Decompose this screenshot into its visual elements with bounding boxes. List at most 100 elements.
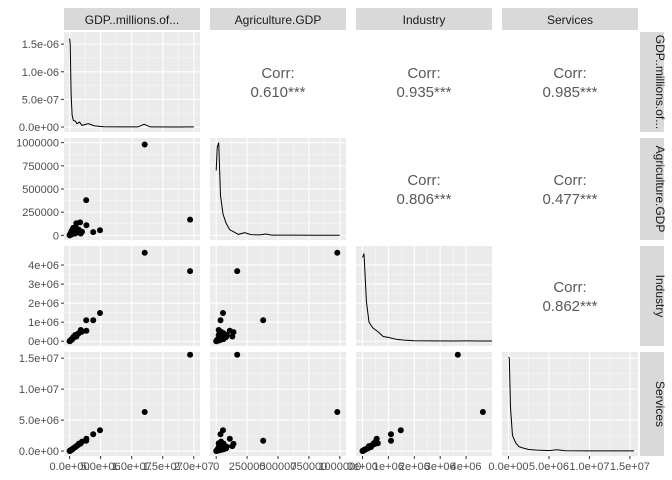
x-tick-label: 1.5e+07 [610,461,650,473]
scatter-point [260,317,267,324]
y-tick-label: 4e+06 [28,260,59,272]
y-tick-label: 0.0e+00 [19,122,59,134]
x-tick-label: 0.0e+00 [50,461,90,473]
x-tick-label: 3e+06 [425,461,456,473]
x-tick-label: 0 [213,461,219,473]
corr-panel [502,138,638,240]
corr-label: Corr: [407,65,440,82]
x-tick-label: 250000 [229,461,266,473]
x-tick-label: 1.0e+07 [112,461,152,473]
scatter-point [67,337,74,344]
corr-panel [502,246,638,346]
x-tick-label: 5.0e+06 [81,461,121,473]
scatter-point [215,447,221,454]
scatter-point [223,332,230,339]
scatter-point [187,268,194,275]
x-tick-label: 1000000 [318,461,361,473]
corr-panel [356,138,492,240]
y-tick-label: 2e+06 [28,298,59,310]
column-strip [210,8,346,30]
x-tick-label: 1e+06 [373,461,404,473]
scatter-point [374,440,381,447]
y-tick-label: 5.0e+06 [19,415,59,427]
corr-panel [356,32,492,132]
scatter-point [388,431,394,438]
column-strip-label: GDP..millions.of... [85,13,179,27]
scatter-point [141,249,148,256]
scatter-point [141,409,148,415]
y-tick-label: 1e+06 [28,317,59,329]
scatter-point [90,229,97,236]
scatter-point [397,427,404,434]
column-strip [502,8,638,30]
x-tick-label: 4e+06 [451,461,482,473]
density-line [362,253,492,342]
y-tick-label: 750000 [22,161,59,173]
scatter-point [83,317,90,324]
corr-label: Corr: [407,172,440,189]
scatter-point [97,227,103,234]
x-tick-label: 500000 [260,461,297,473]
row-strip-label: Industry [653,275,667,318]
scatter-point [223,443,230,450]
scatter-point [234,268,241,275]
scatter-point [83,197,90,204]
column-strip [64,8,200,30]
scatter-point [234,351,241,358]
row-strip-label: GDP..millions.of... [653,35,667,129]
scatter-point [479,409,486,415]
scatter-point [97,310,103,316]
scatter-point [141,141,148,148]
scatter-point [367,443,374,450]
scatter-point [83,435,90,442]
scatter-point [226,435,233,442]
column-strip [356,8,492,30]
scatter-point [215,337,221,344]
scatter-point [217,431,224,438]
corr-label: Corr: [261,65,294,82]
y-tick-label: 1.0e+07 [19,384,59,396]
corr-value: 0.985*** [542,84,597,101]
panel-background [356,246,492,346]
y-tick-label: 3e+06 [28,279,59,291]
scatter-point [334,249,341,256]
scatter-point [187,216,194,223]
y-tick-label: 1.5e+07 [19,353,59,365]
corr-panel [502,32,638,132]
y-tick-label: 0e+00 [28,336,59,348]
scatter-point [229,443,236,450]
corr-value: 0.862*** [542,298,597,315]
corr-value: 0.477*** [542,191,597,208]
x-tick-label: 2e+06 [399,461,430,473]
column-strip-label: Services [547,13,593,27]
row-strip-label: Agriculture.GDP [653,146,667,233]
scatter-point [187,351,194,358]
row-strip [640,138,664,240]
scatter-point [67,447,74,454]
scatter-point [72,224,79,231]
scatter-point [388,437,394,444]
y-tick-label: 0.0e+00 [19,446,59,458]
scatter-point [360,447,367,454]
scatter-point [72,443,79,450]
scatter-point [229,333,236,340]
y-tick-label: 0 [53,230,59,242]
scatter-point [72,332,79,339]
scatter-point [217,317,224,324]
scatter-point [83,222,90,229]
x-tick-label: 0.0e+00 [488,461,528,473]
y-tick-label: 1.0e-06 [22,67,59,79]
scatter-point [373,435,380,442]
scatter-point [83,327,90,334]
scatter-point [97,427,103,434]
y-tick-label: 1000000 [16,138,59,150]
corr-label: Corr: [553,279,586,296]
scatter-point [260,437,267,444]
x-tick-label: 1.0e+07 [569,461,609,473]
column-strip-label: Industry [403,13,446,27]
corr-value: 0.610*** [250,84,305,101]
row-strip-label: Services [653,381,667,427]
corr-label: Corr: [553,65,586,82]
corr-value: 0.806*** [396,191,451,208]
corr-value: 0.935*** [396,84,451,101]
